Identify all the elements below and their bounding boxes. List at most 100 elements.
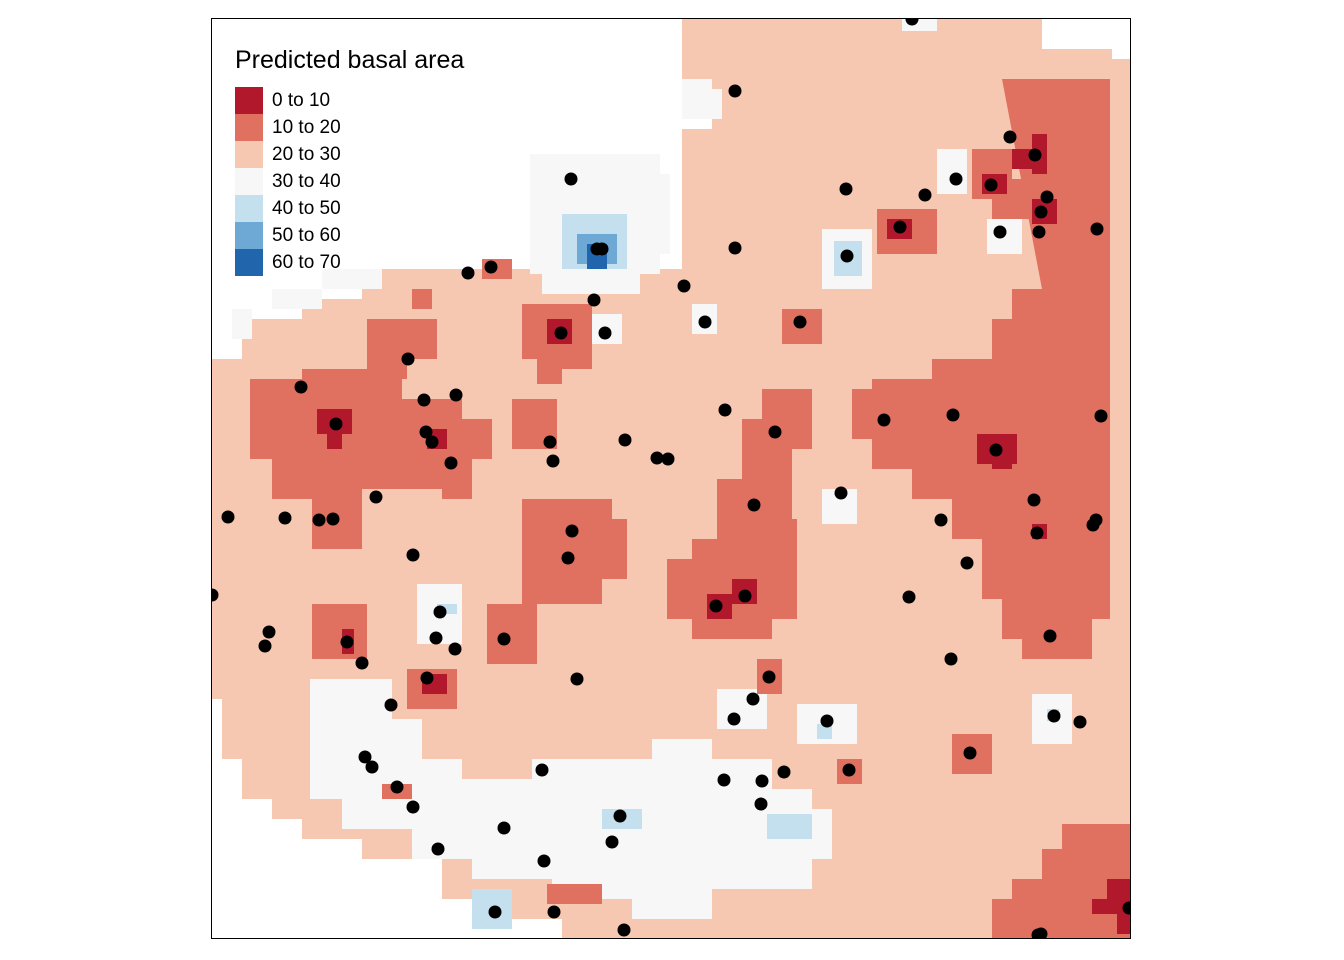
sample-point	[1030, 526, 1044, 540]
prediction-raster	[212, 19, 1130, 938]
raster-0-to-10-cell	[1092, 899, 1117, 914]
sample-point	[677, 279, 691, 293]
legend-label: 10 to 20	[272, 116, 341, 138]
sample-point	[365, 760, 379, 774]
sample-point	[355, 656, 369, 670]
legend-item-50-to-60: 50 to 60	[235, 222, 464, 249]
raster-0-to-10-cell	[992, 454, 1012, 469]
sample-point	[329, 417, 343, 431]
legend-swatch	[235, 114, 263, 141]
sample-point	[278, 511, 292, 525]
sample-point	[221, 510, 235, 524]
raster-no-data-upper-left	[212, 269, 322, 339]
sample-point	[546, 454, 560, 468]
sample-point	[406, 548, 420, 562]
legend-label: 0 to 10	[272, 89, 331, 111]
sample-point	[834, 486, 848, 500]
sample-point	[949, 172, 963, 186]
sample-point	[1034, 927, 1048, 938]
sample-point	[613, 809, 627, 823]
sample-point	[262, 625, 276, 639]
sample-point	[960, 556, 974, 570]
legend-label: 20 to 30	[272, 143, 341, 165]
sample-point	[390, 780, 404, 794]
sample-point	[1040, 190, 1054, 204]
sample-point	[727, 712, 741, 726]
sample-point	[768, 425, 782, 439]
sample-point	[989, 443, 1003, 457]
sample-point	[984, 178, 998, 192]
sample-point	[661, 452, 675, 466]
legend-swatch	[235, 249, 263, 276]
sample-point	[1032, 225, 1046, 239]
sample-point	[905, 19, 919, 26]
raster-no-data-upper-right	[1042, 19, 1130, 59]
sample-point	[444, 456, 458, 470]
sample-point	[1043, 629, 1057, 643]
sample-point	[401, 352, 415, 366]
sample-point	[963, 746, 977, 760]
sample-point	[420, 671, 434, 685]
sample-point	[839, 182, 853, 196]
sample-point	[312, 513, 326, 527]
sample-point	[746, 692, 760, 706]
sample-point	[717, 773, 731, 787]
legend-label: 30 to 40	[272, 170, 341, 192]
raster-40-to-50-patch	[767, 814, 812, 839]
sample-point	[535, 763, 549, 777]
sample-points	[212, 19, 1130, 938]
sample-point	[537, 854, 551, 868]
legend-item-60-to-70: 60 to 70	[235, 249, 464, 276]
raster-0-to-10-cell	[1117, 914, 1130, 934]
sample-point	[484, 260, 498, 274]
legend-item-0-to-10: 0 to 10	[235, 87, 464, 114]
raster-0-to-10-cell	[327, 429, 342, 449]
sample-point	[326, 512, 340, 526]
sample-point	[893, 220, 907, 234]
sample-point	[728, 241, 742, 255]
sample-point	[1028, 148, 1042, 162]
sample-point	[425, 435, 439, 449]
sample-point	[618, 433, 632, 447]
raster-40-to-50-patch	[437, 604, 457, 614]
legend-item-10-to-20: 10 to 20	[235, 114, 464, 141]
sample-point	[417, 393, 431, 407]
sample-point	[820, 714, 834, 728]
sample-point	[561, 551, 575, 565]
raster-10-to-20-center-right	[667, 389, 812, 639]
raster-10-to-20-patch	[547, 884, 602, 904]
legend-title: Predicted basal area	[235, 46, 465, 74]
sample-point	[747, 498, 761, 512]
legend-item-30-to-40: 30 to 40	[235, 168, 464, 195]
raster-10-to-20-patch	[412, 289, 432, 309]
raster-10-to-20-center	[522, 499, 627, 604]
sample-point	[755, 774, 769, 788]
sample-point	[718, 403, 732, 417]
legend-item-40-to-50: 40 to 50	[235, 195, 464, 222]
sample-point	[1073, 715, 1087, 729]
sample-point	[777, 765, 791, 779]
raster-no-data-lower-left	[212, 699, 562, 938]
map-panel[interactable]	[211, 18, 1131, 939]
sample-point	[698, 315, 712, 329]
map-legend: Predicted basal area 0 to 10 10 to 20 20…	[235, 46, 464, 276]
sample-point	[877, 413, 891, 427]
sample-point	[762, 670, 776, 684]
sample-point	[448, 642, 462, 656]
sample-point	[728, 84, 742, 98]
raster-10-to-20-patch	[512, 399, 557, 449]
sample-point	[934, 513, 948, 527]
sample-point	[431, 842, 445, 856]
sample-point	[554, 326, 568, 340]
raster-10-to-20-west	[250, 329, 492, 549]
sample-point	[1027, 493, 1041, 507]
sample-point	[497, 821, 511, 835]
sample-point	[605, 835, 619, 849]
raster-30-to-40-patch	[717, 689, 767, 729]
sample-point	[461, 266, 475, 280]
sample-point	[587, 293, 601, 307]
sample-point	[793, 315, 807, 329]
sample-point	[1047, 709, 1061, 723]
sample-point	[340, 635, 354, 649]
legend-swatch	[235, 168, 263, 195]
